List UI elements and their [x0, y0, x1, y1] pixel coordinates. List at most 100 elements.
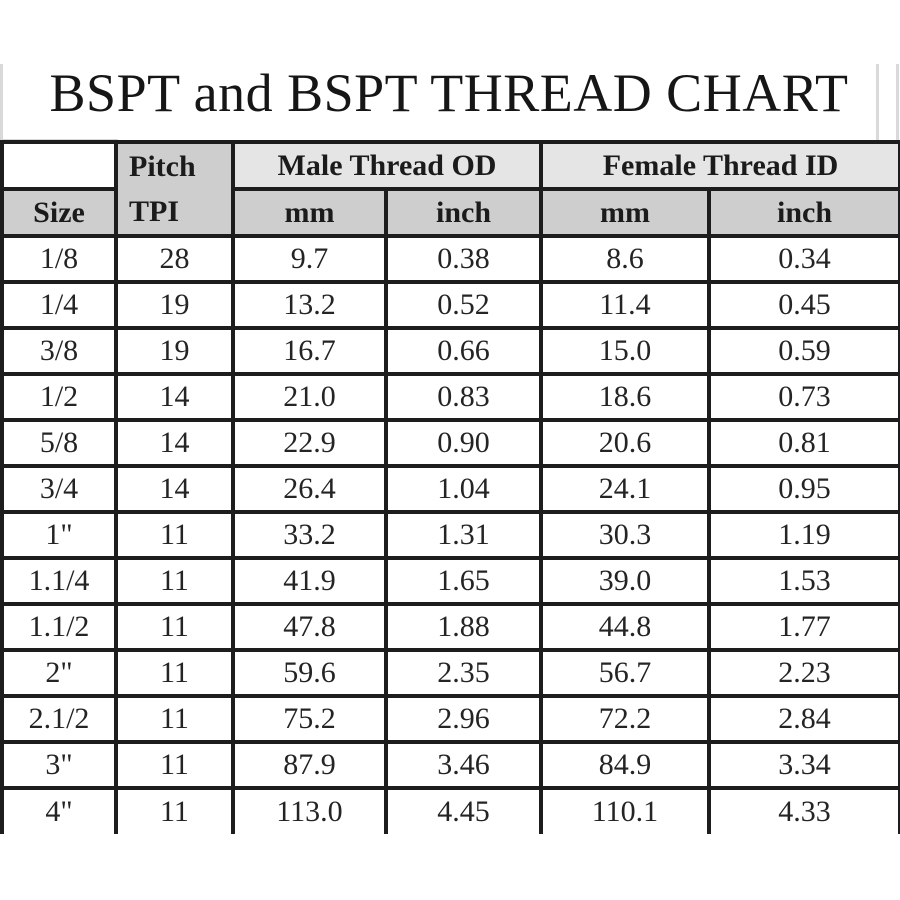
- cell-size: 3/4: [0, 464, 118, 514]
- table-row: 1/8 28 9.7 0.38 8.6 0.34: [0, 234, 900, 284]
- table-row: 2.1/2 11 75.2 2.96 72.2 2.84: [0, 694, 900, 744]
- cell-size: 1/8: [0, 234, 118, 284]
- cell-female-inch: 0.73: [706, 372, 900, 422]
- cell-male-mm: 75.2: [231, 694, 388, 744]
- cell-size: 1/2: [0, 372, 118, 422]
- cell-tpi: 28: [114, 234, 235, 284]
- cell-male-inch: 1.65: [384, 556, 543, 606]
- col-group-male-thread-od: Male Thread OD: [231, 140, 543, 191]
- cell-female-mm: 84.9: [539, 740, 711, 790]
- page-title: BSPT and BSPT THREAD CHART: [49, 63, 849, 123]
- cell-size: 1/4: [0, 280, 118, 330]
- cell-male-mm: 41.9: [231, 556, 388, 606]
- cell-male-mm: 22.9: [231, 418, 388, 468]
- cell-tpi: 11: [114, 556, 235, 606]
- cell-female-inch: 0.59: [706, 326, 900, 376]
- cell-female-inch: 0.45: [706, 280, 900, 330]
- cell-size: 4": [0, 786, 118, 834]
- table-row: 3/8 19 16.7 0.66 15.0 0.59: [0, 326, 900, 376]
- col-header-pitch-tpi: Pitch TPI: [114, 140, 235, 238]
- cell-female-mm: 18.6: [539, 372, 711, 422]
- cell-tpi: 11: [114, 786, 235, 834]
- cell-female-mm: 11.4: [539, 280, 711, 330]
- cell-male-mm: 16.7: [231, 326, 388, 376]
- cell-tpi: 19: [114, 326, 235, 376]
- cell-female-mm: 110.1: [539, 786, 711, 834]
- pitch-label: Pitch: [129, 149, 196, 183]
- cell-male-mm: 47.8: [231, 602, 388, 652]
- cell-female-inch: 1.19: [706, 510, 900, 560]
- cell-female-inch: 4.33: [706, 786, 900, 834]
- table-row: 1.1/2 11 47.8 1.88 44.8 1.77: [0, 602, 900, 652]
- cell-size: 1.1/2: [0, 602, 118, 652]
- cell-size: 1": [0, 510, 118, 560]
- cell-male-inch: 0.52: [384, 280, 543, 330]
- cell-tpi: 11: [114, 740, 235, 790]
- cell-male-inch: 1.88: [384, 602, 543, 652]
- cell-female-inch: 0.95: [706, 464, 900, 514]
- cell-female-inch: 2.23: [706, 648, 900, 698]
- cell-tpi: 11: [114, 648, 235, 698]
- cell-male-mm: 59.6: [231, 648, 388, 698]
- col-header-male-mm: mm: [231, 187, 388, 238]
- cell-male-inch: 2.35: [384, 648, 543, 698]
- cell-male-mm: 87.9: [231, 740, 388, 790]
- table-row: 3" 11 87.9 3.46 84.9 3.34: [0, 740, 900, 790]
- cell-size: 3": [0, 740, 118, 790]
- col-header-male-inch: inch: [384, 187, 543, 238]
- cell-male-inch: 3.46: [384, 740, 543, 790]
- cell-size: 2.1/2: [0, 694, 118, 744]
- header-row-units: Size mm inch mm inch: [0, 187, 900, 238]
- cell-male-inch: 0.38: [384, 234, 543, 284]
- cell-female-mm: 30.3: [539, 510, 711, 560]
- cell-female-mm: 24.1: [539, 464, 711, 514]
- cell-male-inch: 4.45: [384, 786, 543, 834]
- tpi-label: TPI: [129, 194, 180, 228]
- col-header-female-inch: inch: [706, 187, 900, 238]
- cell-female-inch: 2.84: [706, 694, 900, 744]
- cell-male-inch: 0.83: [384, 372, 543, 422]
- col-header-size: Size: [0, 187, 118, 238]
- col-group-female-thread-id: Female Thread ID: [538, 140, 900, 191]
- scan-rule-left: [0, 64, 3, 188]
- cell-female-mm: 44.8: [539, 602, 711, 652]
- col-header-female-mm: mm: [539, 187, 711, 238]
- table-row: 2" 11 59.6 2.35 56.7 2.23: [0, 648, 900, 698]
- table-row: 1.1/4 11 41.9 1.65 39.0 1.53: [0, 556, 900, 606]
- cell-female-inch: 1.53: [706, 556, 900, 606]
- cell-size: 1.1/4: [0, 556, 118, 606]
- cell-size: 2": [0, 648, 118, 698]
- scan-rule-right-outer: [896, 64, 899, 140]
- cell-tpi: 14: [114, 464, 235, 514]
- cell-tpi: 19: [114, 280, 235, 330]
- table-row: 1/4 19 13.2 0.52 11.4 0.45: [0, 280, 900, 330]
- table-body: 1/8 28 9.7 0.38 8.6 0.34 1/4 19 13.2 0.52 11.4 0.45…: [0, 234, 900, 834]
- cell-female-mm: 8.6: [539, 234, 711, 284]
- cell-male-inch: 0.90: [384, 418, 543, 468]
- cell-tpi: 14: [114, 372, 235, 422]
- table-row: 4" 11 113.0 4.45 110.1 4.33: [0, 786, 900, 834]
- cell-female-mm: 15.0: [539, 326, 711, 376]
- cell-male-inch: 1.04: [384, 464, 543, 514]
- cell-female-inch: 3.34: [706, 740, 900, 790]
- table-row: 1" 11 33.2 1.31 30.3 1.19: [0, 510, 900, 560]
- cell-male-mm: 33.2: [231, 510, 388, 560]
- cell-female-mm: 20.6: [539, 418, 711, 468]
- cell-female-inch: 1.77: [706, 602, 900, 652]
- table-row: 3/4 14 26.4 1.04 24.1 0.95: [0, 464, 900, 514]
- corner-blank-cell: [0, 140, 118, 191]
- cell-tpi: 14: [114, 418, 235, 468]
- cell-male-inch: 0.66: [384, 326, 543, 376]
- cell-size: 3/8: [0, 326, 118, 376]
- cell-male-mm: 13.2: [231, 280, 388, 330]
- cell-tpi: 11: [114, 602, 235, 652]
- table-row: 5/8 14 22.9 0.90 20.6 0.81: [0, 418, 900, 468]
- scan-rule-right-inner: [876, 64, 879, 140]
- scan-rule-horizontal: [0, 139, 118, 142]
- cell-male-mm: 9.7: [231, 234, 388, 284]
- thread-chart-table: Pitch TPI Male Thread OD Female Thread I…: [0, 140, 900, 834]
- cell-male-mm: 113.0: [231, 786, 388, 834]
- cell-size: 5/8: [0, 418, 118, 468]
- cell-male-inch: 1.31: [384, 510, 543, 560]
